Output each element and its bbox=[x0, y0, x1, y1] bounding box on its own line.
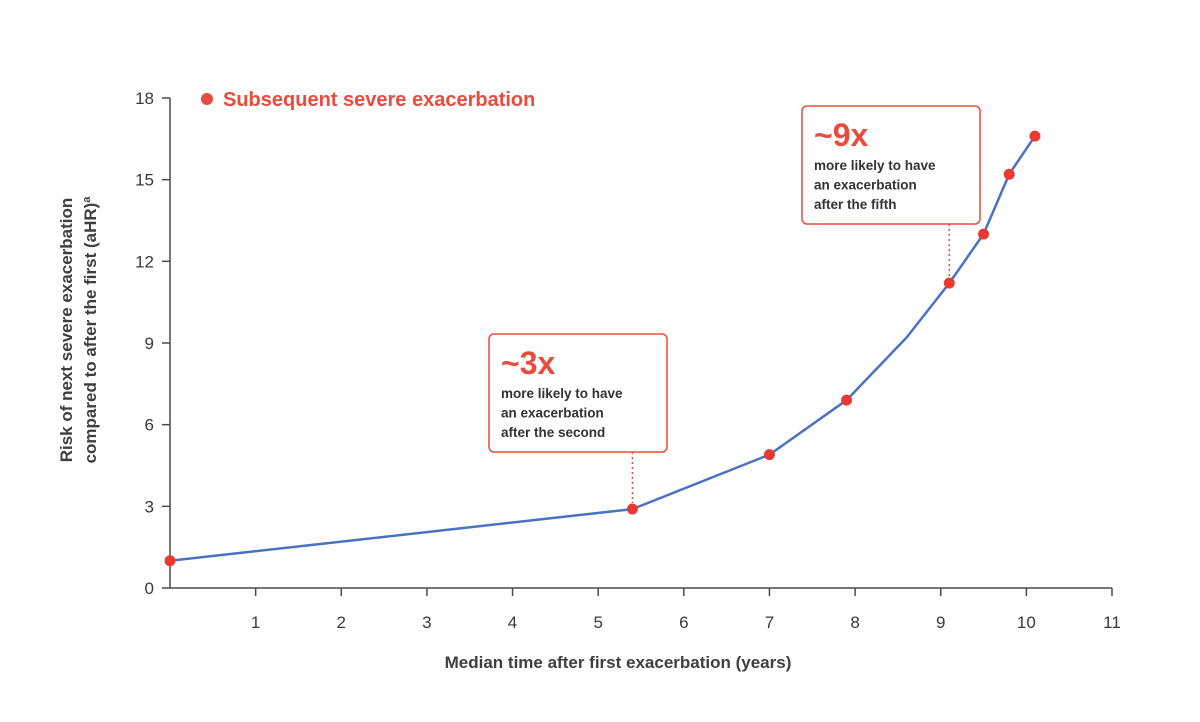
annotation-multiplier: ~3x bbox=[501, 345, 555, 381]
y-tick-labels: 0 3 6 9 12 15 18 bbox=[135, 89, 154, 598]
annotations: ~3x more likely to have an exacerbation aft… bbox=[488, 105, 981, 453]
y-tick-label: 3 bbox=[145, 497, 154, 516]
annotation-connectors bbox=[631, 224, 951, 504]
data-point bbox=[1029, 130, 1041, 142]
annotation-box-1: ~3x more likely to have an exacerbation aft… bbox=[488, 333, 668, 453]
x-tick-label: 7 bbox=[765, 613, 774, 632]
y-axis-title-line2-text: compared to after the first (aHR) bbox=[81, 203, 100, 464]
annotation-text-line: after the fifth bbox=[814, 197, 897, 212]
x-tick-label: 11 bbox=[1103, 613, 1121, 632]
x-tick-label: 9 bbox=[936, 613, 945, 632]
data-point bbox=[943, 277, 955, 289]
x-tick-label: 8 bbox=[850, 613, 859, 632]
series-line bbox=[168, 134, 1037, 563]
legend-label: Subsequent severe exacerbation bbox=[223, 89, 535, 111]
y-tick-label: 6 bbox=[145, 416, 154, 435]
x-tick-label: 1 bbox=[251, 613, 260, 632]
x-tick-label: 4 bbox=[508, 613, 517, 632]
x-axis-title: Median time after first exacerbation (ye… bbox=[445, 653, 792, 672]
data-point bbox=[626, 503, 638, 515]
x-tick-label: 5 bbox=[593, 613, 602, 632]
annotation-text-line: an exacerbation bbox=[814, 178, 917, 193]
y-tick-label: 0 bbox=[145, 579, 154, 598]
annotation-text-line: after the second bbox=[501, 425, 605, 440]
annotation-text-line: more likely to have bbox=[814, 158, 936, 173]
data-point bbox=[1003, 168, 1015, 180]
y-tick-label: 12 bbox=[135, 252, 154, 271]
x-tick-label: 2 bbox=[337, 613, 346, 632]
data-point bbox=[978, 228, 990, 240]
annotation-frame bbox=[488, 333, 668, 453]
legend: Subsequent severe exacerbation bbox=[201, 89, 535, 111]
legend-marker-icon bbox=[201, 93, 213, 105]
y-tick-label: 9 bbox=[145, 334, 154, 353]
x-tick-label: 10 bbox=[1017, 613, 1036, 632]
annotation-frame bbox=[801, 105, 981, 225]
annotation-text-line: an exacerbation bbox=[501, 406, 604, 421]
series-line-group bbox=[168, 134, 1037, 563]
annotation-multiplier: ~9x bbox=[814, 117, 868, 153]
annotation-text-line: more likely to have bbox=[501, 386, 623, 401]
y-axis-title-line1: Risk of next severe exacerbation bbox=[57, 198, 76, 463]
series-markers bbox=[164, 130, 1041, 567]
x-tick-label: 3 bbox=[422, 613, 431, 632]
annotation-box-2: ~9x more likely to have an exacerbation aft… bbox=[801, 105, 981, 225]
y-axis-title: Risk of next severe exacerbation compare… bbox=[57, 196, 100, 464]
data-point bbox=[164, 555, 176, 567]
data-point bbox=[763, 449, 775, 461]
y-tick-label: 18 bbox=[135, 89, 154, 108]
x-tick-label: 6 bbox=[679, 613, 688, 632]
y-axis-title-superscript: a bbox=[81, 196, 93, 203]
data-point bbox=[841, 394, 853, 406]
x-tick-labels: 1 2 3 4 5 6 7 8 9 10 11 bbox=[251, 613, 1121, 632]
y-tick-label: 15 bbox=[135, 171, 154, 190]
y-axis-title-line2: compared to after the first (aHR)a bbox=[81, 196, 100, 464]
axes bbox=[162, 97, 1113, 596]
